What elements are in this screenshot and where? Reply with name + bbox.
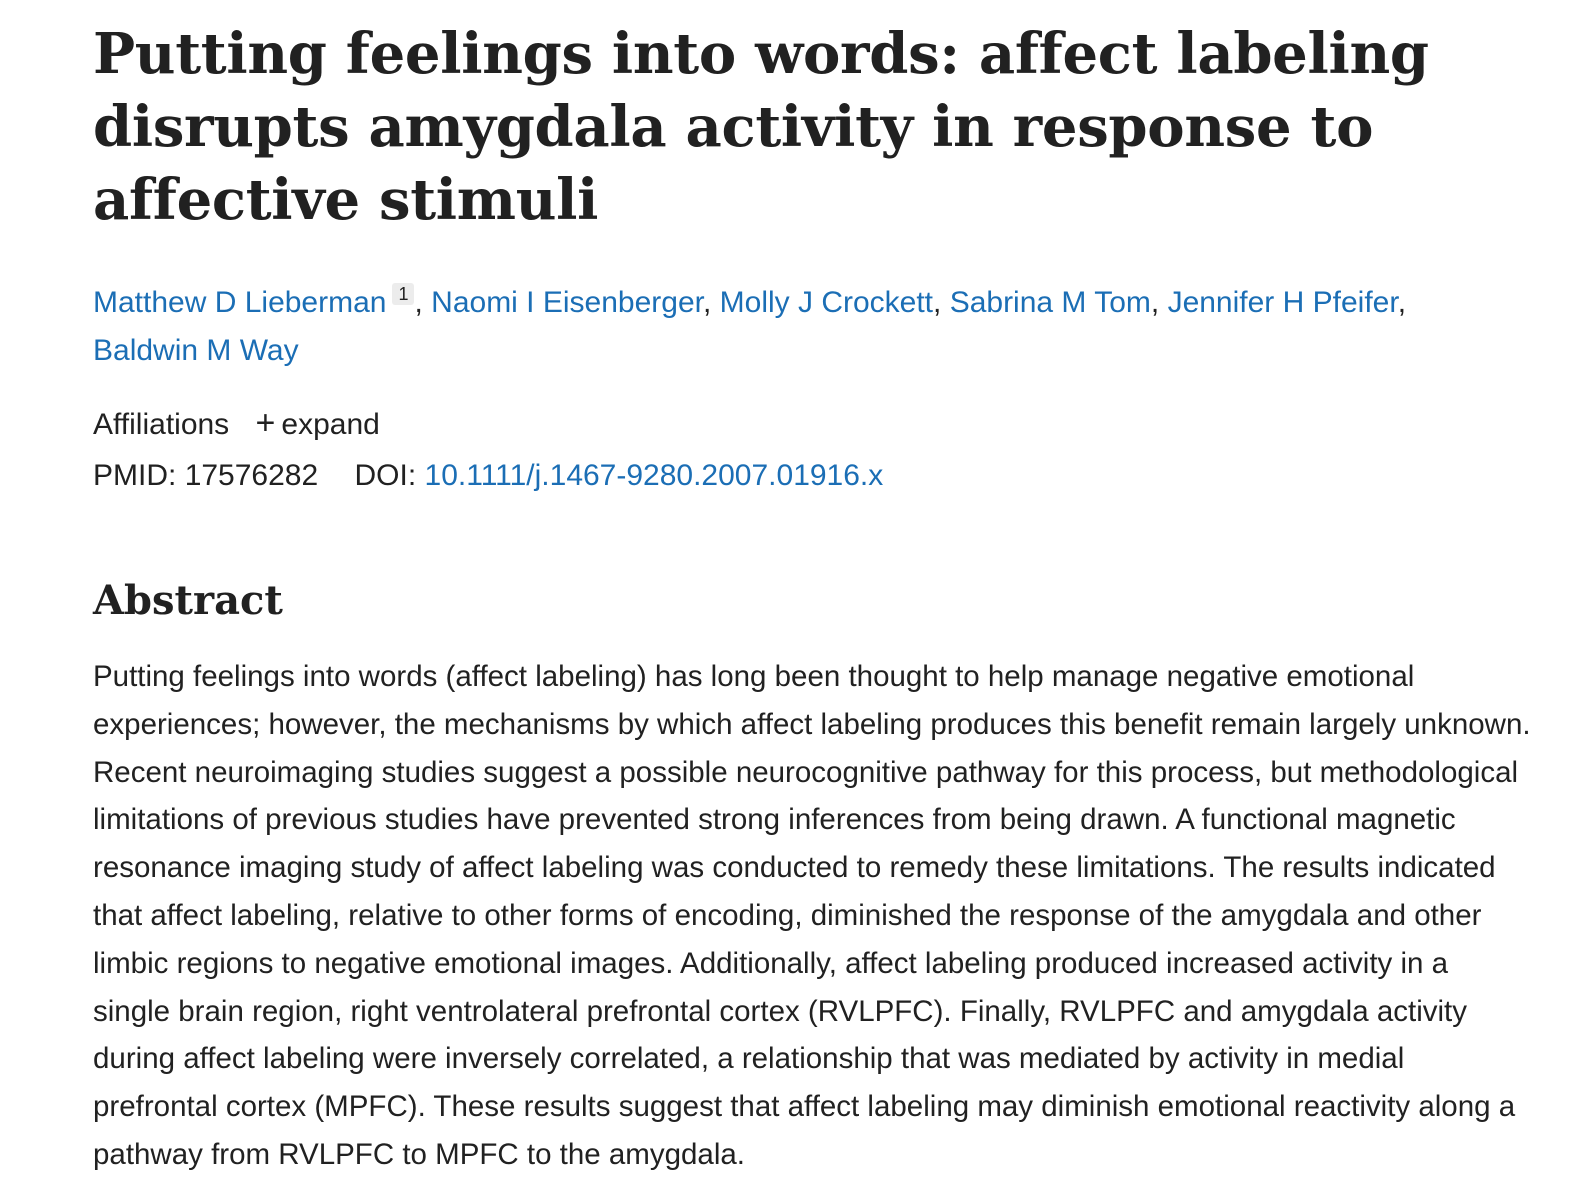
affiliation-number-badge[interactable]: 1 [392, 283, 415, 305]
identifiers-row: PMID: 17576282 DOI: 10.1111/j.1467-9280.… [93, 453, 1538, 499]
expand-affiliations-button[interactable]: + expand [256, 404, 380, 442]
article-title: Putting feelings into words: affect labe… [93, 21, 1429, 233]
affiliations-row: Affiliations + expand [93, 399, 1538, 449]
author-link[interactable]: Matthew D Lieberman [93, 286, 387, 319]
article-page: Putting feelings into words: affect labe… [93, 0, 1538, 1179]
author-list: Matthew D Lieberman 1, Naomi I Eisenberge… [93, 283, 1407, 367]
expand-label: expand [281, 408, 380, 441]
pmid-label: PMID: [93, 459, 177, 492]
author-link[interactable]: Molly J Crockett [719, 286, 934, 319]
doi-label: DOI: [354, 459, 417, 492]
abstract-text: Putting feelings into words (affect labe… [93, 660, 1531, 1171]
doi-link[interactable]: 10.1111/j.1467-9280.2007.01916.x [424, 459, 884, 492]
author-link[interactable]: Sabrina M Tom [949, 286, 1151, 319]
plus-icon: + [255, 404, 276, 442]
author-link[interactable]: Baldwin M Way [93, 334, 299, 367]
abstract-heading: Abstract [93, 577, 283, 624]
affiliations-label: Affiliations [93, 408, 230, 441]
author-link[interactable]: Naomi I Eisenberger [431, 286, 703, 319]
pmid-value: 17576282 [184, 459, 319, 492]
author-link[interactable]: Jennifer H Pfeifer [1167, 286, 1398, 319]
